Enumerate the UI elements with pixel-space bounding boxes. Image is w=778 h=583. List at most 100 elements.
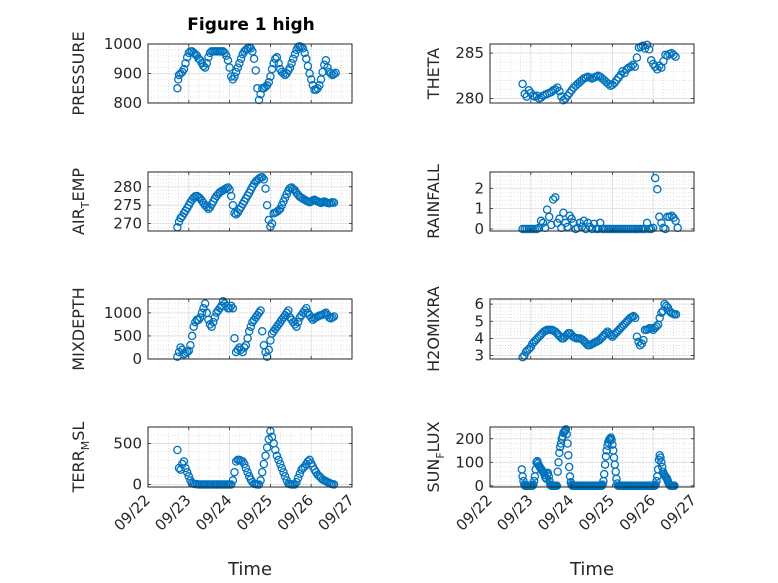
y-tick-label: 1 [474, 200, 484, 218]
data-point [670, 481, 679, 491]
data-point [667, 211, 676, 220]
data-point [271, 445, 280, 455]
data-point [226, 191, 236, 201]
data-point [257, 467, 267, 477]
data-point [256, 476, 265, 485]
data-point [285, 63, 295, 72]
data-point [274, 455, 283, 465]
data-point [601, 329, 611, 338]
data-point [182, 347, 192, 357]
y-tick-label: 285 [455, 44, 484, 62]
x-axis-label: Time [227, 559, 272, 580]
data-point [548, 195, 558, 204]
data-point [181, 58, 190, 68]
data-point [628, 60, 638, 70]
data-point [607, 435, 616, 445]
data-point [651, 480, 660, 489]
data-point [565, 472, 575, 481]
y-axis-label: SUNFLUX [424, 421, 447, 492]
data-point [575, 218, 585, 228]
y-axis-label: PRESSURE [69, 31, 88, 115]
data-point [195, 313, 205, 322]
y-tick-label: 280 [113, 178, 142, 196]
data-point [254, 480, 264, 489]
data-point [293, 473, 303, 483]
y-tick-label: 0 [132, 350, 142, 368]
data-point [639, 335, 648, 345]
data-point [602, 446, 611, 455]
data-point [669, 50, 678, 60]
data-point [267, 219, 277, 228]
data-point [626, 62, 636, 71]
data-point [538, 218, 548, 228]
data-point [272, 53, 282, 62]
data-point [653, 185, 662, 194]
data-point [583, 218, 593, 228]
data-point [292, 477, 301, 487]
data-point [315, 81, 324, 90]
tick-marks [489, 299, 695, 359]
x-tick-label: 09/23 [151, 491, 194, 534]
y-tick-label: 1000 [104, 304, 142, 322]
x-tick-label: 09/25 [233, 491, 276, 534]
data-point [235, 58, 244, 68]
data-point [554, 458, 563, 467]
y-tick-label: 280 [455, 89, 484, 107]
data-point [230, 333, 239, 343]
y-axis-label: MIXDEPTH [69, 287, 88, 370]
data-point [228, 476, 238, 485]
data-point [618, 66, 627, 76]
data-point [272, 451, 282, 461]
data-point [277, 463, 287, 473]
data-point [562, 429, 571, 439]
data-point [655, 313, 664, 323]
data-point [238, 347, 247, 357]
data-point [228, 200, 238, 210]
data-point [552, 481, 562, 491]
y-tick-label: 0 [132, 476, 142, 494]
tick-marks [489, 427, 695, 487]
data-series [173, 297, 339, 361]
data-series [518, 40, 680, 105]
data-point [599, 469, 609, 479]
data-point [328, 313, 337, 322]
data-series [173, 42, 340, 105]
y-tick-label: 900 [113, 65, 142, 83]
data-point [632, 53, 642, 62]
data-point [230, 72, 239, 81]
axes-box [489, 43, 695, 104]
data-point [329, 198, 339, 207]
data-point [661, 472, 670, 481]
y-tick-label: 100 [455, 453, 484, 471]
data-point [176, 343, 185, 352]
data-series [173, 426, 339, 489]
data-point [209, 317, 218, 327]
data-point [329, 480, 339, 489]
data-series [518, 173, 682, 234]
data-point [329, 312, 339, 321]
y-tick-label: 1000 [104, 35, 142, 53]
data-point [529, 476, 539, 486]
data-point [293, 317, 303, 327]
data-point [189, 322, 198, 331]
data-point [657, 218, 666, 228]
data-point [267, 64, 277, 74]
data-point [223, 183, 233, 192]
data-point [300, 48, 309, 58]
y-tick-label: 0 [474, 477, 484, 495]
data-point [579, 216, 589, 226]
data-point [518, 472, 527, 481]
axes-box [489, 298, 695, 360]
data-point [259, 459, 269, 469]
data-point [230, 467, 239, 477]
data-point [254, 95, 264, 105]
data-point [186, 340, 195, 350]
data-point [653, 465, 663, 474]
x-tick-label: 09/24 [192, 491, 235, 534]
data-point [555, 86, 564, 96]
data-point [564, 462, 574, 472]
